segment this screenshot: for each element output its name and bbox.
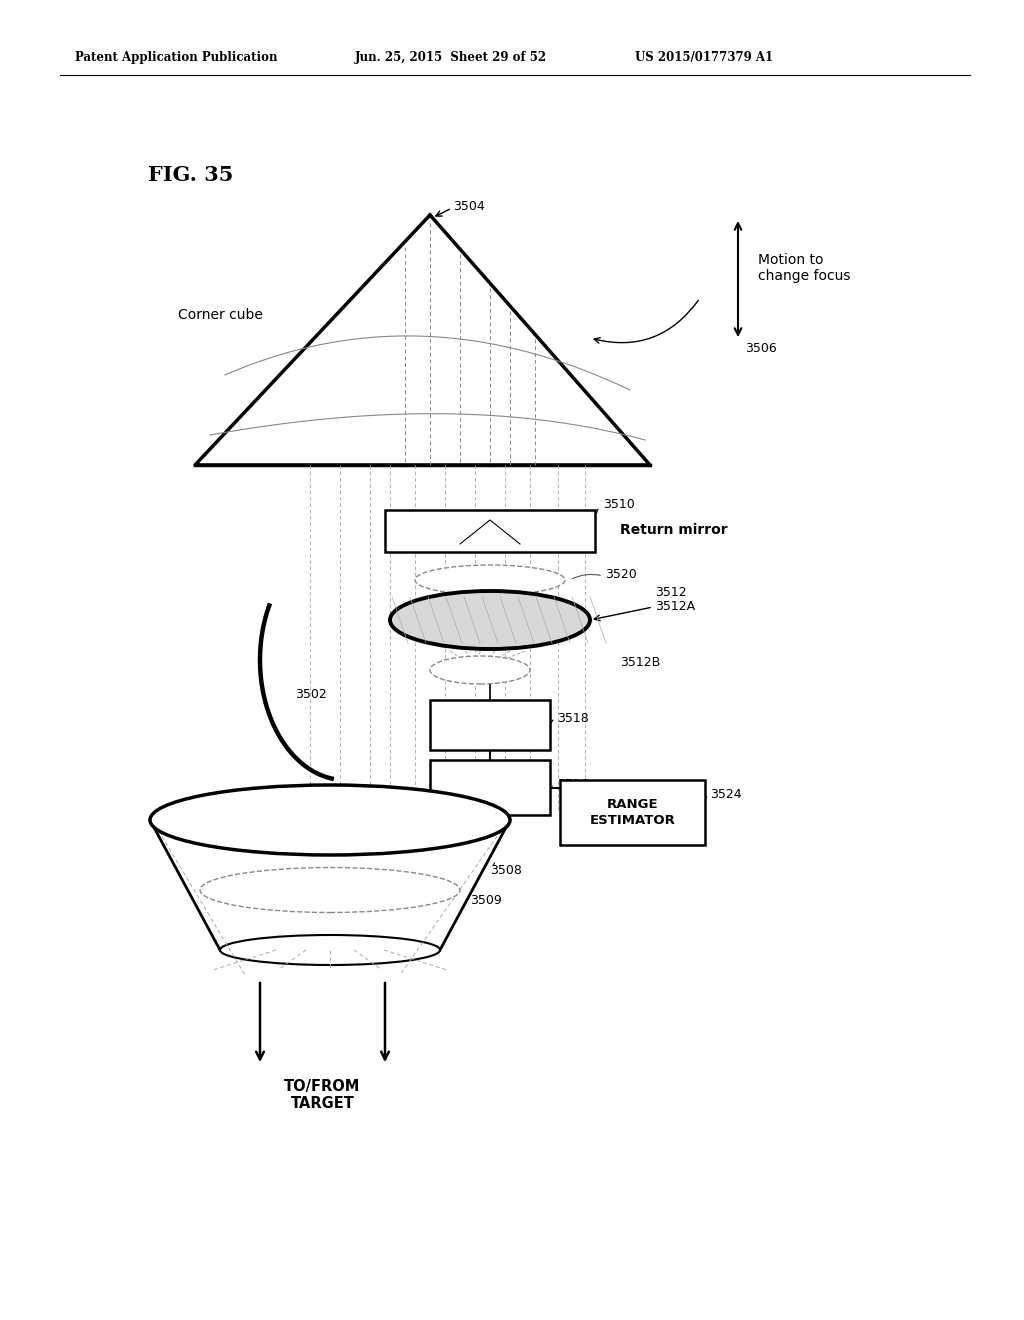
Text: 3502: 3502 (295, 689, 327, 701)
Bar (430, 700, 550, 750)
Text: Patent Application Publication: Patent Application Publication (75, 51, 278, 65)
Ellipse shape (200, 867, 460, 912)
Text: 3518: 3518 (557, 711, 589, 725)
Text: Motion to
change focus: Motion to change focus (758, 253, 851, 282)
Text: Corner cube: Corner cube (178, 308, 263, 322)
Text: 3510: 3510 (603, 499, 635, 511)
Ellipse shape (150, 785, 510, 855)
Text: 3520: 3520 (605, 569, 637, 582)
Text: FIG. 35: FIG. 35 (148, 165, 233, 185)
Text: TO/FROM
TARGET: TO/FROM TARGET (285, 1078, 360, 1111)
Text: Jun. 25, 2015  Sheet 29 of 52: Jun. 25, 2015 Sheet 29 of 52 (355, 51, 547, 65)
Ellipse shape (220, 935, 440, 965)
Text: 3504: 3504 (453, 201, 484, 214)
Text: 3512: 3512 (655, 586, 687, 598)
Text: 3508: 3508 (490, 863, 522, 876)
Ellipse shape (415, 565, 565, 595)
Text: 3506: 3506 (745, 342, 777, 355)
Ellipse shape (390, 591, 590, 649)
Text: 3516: 3516 (557, 779, 589, 792)
Text: 3512A: 3512A (655, 601, 695, 614)
Bar (560, 780, 705, 845)
Ellipse shape (430, 656, 530, 684)
Text: US 2015/0177379 A1: US 2015/0177379 A1 (635, 51, 773, 65)
Text: 3524: 3524 (710, 788, 741, 801)
Text: RANGE
ESTIMATOR: RANGE ESTIMATOR (590, 799, 676, 826)
Text: 3509: 3509 (470, 894, 502, 907)
Bar (385, 510, 595, 552)
Bar (430, 760, 550, 814)
Text: 3512B: 3512B (620, 656, 660, 668)
Text: Return mirror: Return mirror (620, 523, 728, 537)
